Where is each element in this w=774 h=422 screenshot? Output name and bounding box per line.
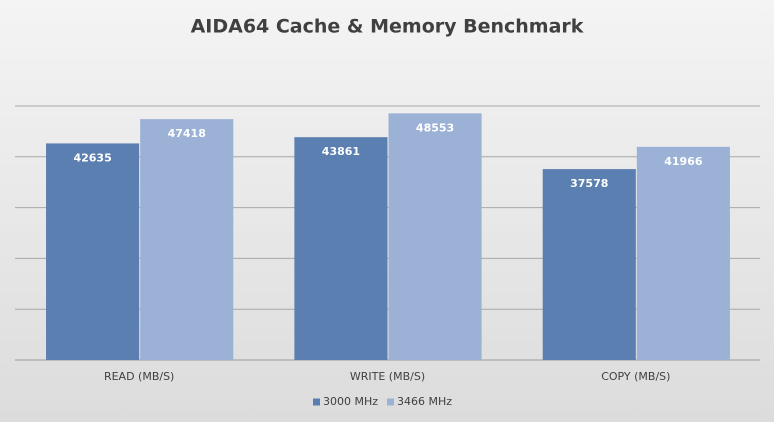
bar <box>388 113 482 360</box>
bar <box>140 119 234 360</box>
legend-label: 3466 MHz <box>397 395 452 408</box>
x-tick-label: COPY (MB/S) <box>601 370 670 383</box>
legend-label: 3000 MHz <box>323 395 378 408</box>
value-label: 43861 <box>322 145 360 158</box>
legend-swatch <box>313 398 320 406</box>
value-label: 37578 <box>570 177 608 190</box>
value-label: 41966 <box>664 155 703 168</box>
value-label: 48553 <box>416 121 454 134</box>
chart-title: AIDA64 Cache & Memory Benchmark <box>191 16 584 38</box>
bar <box>636 146 730 360</box>
x-tick-label: READ (MB/S) <box>104 370 174 383</box>
x-tick-label: WRITE (MB/S) <box>350 370 425 383</box>
bar <box>294 137 388 360</box>
value-label: 47418 <box>168 127 206 140</box>
bar <box>46 143 140 360</box>
bar <box>542 169 636 360</box>
legend-swatch <box>387 398 394 406</box>
value-label: 42635 <box>73 151 111 164</box>
